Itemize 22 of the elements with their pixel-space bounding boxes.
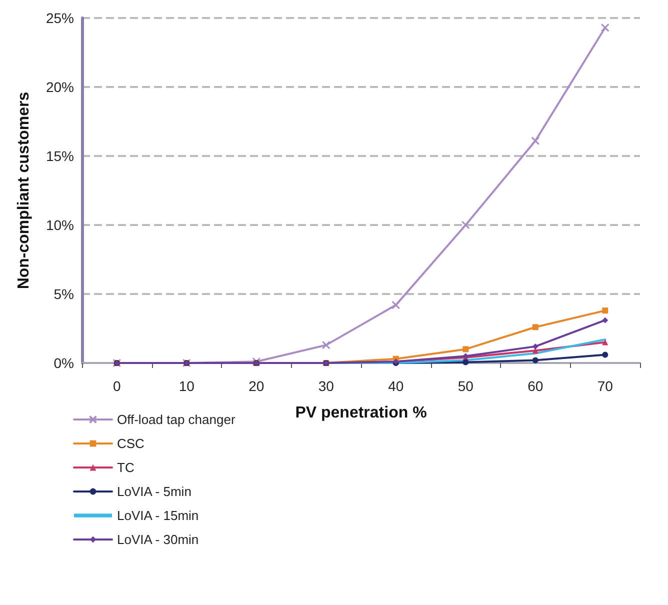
legend-label: TC [117,460,134,475]
y-tick-label: 0% [54,355,74,371]
y-tick-label: 10% [46,217,74,233]
x-tick-label: 70 [597,378,614,394]
legend-label: LoVIA - 5min [117,484,192,499]
y-tick-label: 15% [46,148,74,164]
x-tick-label: 50 [458,378,474,394]
legend-label: LoVIA - 15min [117,508,199,523]
legend-label: LoVIA - 30min [117,532,199,547]
x-axis-title: PV penetration % [295,404,427,422]
legend-label: CSC [117,436,144,451]
y-axis-title: Non-compliant customers [16,92,32,290]
y-tick-label: 5% [54,286,74,302]
y-tick-label: 20% [46,79,74,95]
legend-label: Off-load tap changer [117,412,236,427]
y-tick-label: 25% [46,10,74,26]
x-tick-label: 40 [388,378,404,394]
x-tick-label: 10 [178,378,195,394]
x-tick-label: 60 [528,378,544,394]
x-tick-label: 0 [112,378,121,394]
x-tick-label: 30 [318,378,334,394]
x-tick-label: 20 [248,378,264,394]
